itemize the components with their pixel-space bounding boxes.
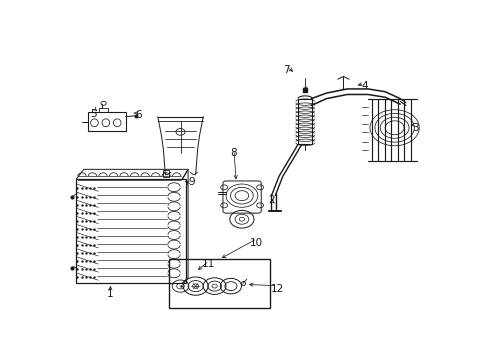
- Text: 12: 12: [270, 284, 283, 293]
- Text: 11: 11: [202, 258, 215, 269]
- Text: 9: 9: [188, 177, 195, 187]
- Bar: [76, 179, 186, 283]
- Text: 2: 2: [267, 195, 274, 205]
- Bar: [99, 108, 108, 112]
- Text: 7: 7: [283, 64, 289, 75]
- Text: 3: 3: [411, 123, 418, 133]
- Text: 10: 10: [249, 238, 263, 248]
- Bar: [163, 170, 169, 177]
- Bar: [169, 260, 269, 308]
- Text: 6: 6: [135, 110, 142, 120]
- Text: 1: 1: [107, 289, 114, 299]
- Bar: [297, 99, 312, 144]
- Text: 5: 5: [90, 109, 97, 119]
- Text: 4: 4: [360, 81, 367, 91]
- Bar: [87, 112, 125, 131]
- Text: 8: 8: [230, 148, 236, 158]
